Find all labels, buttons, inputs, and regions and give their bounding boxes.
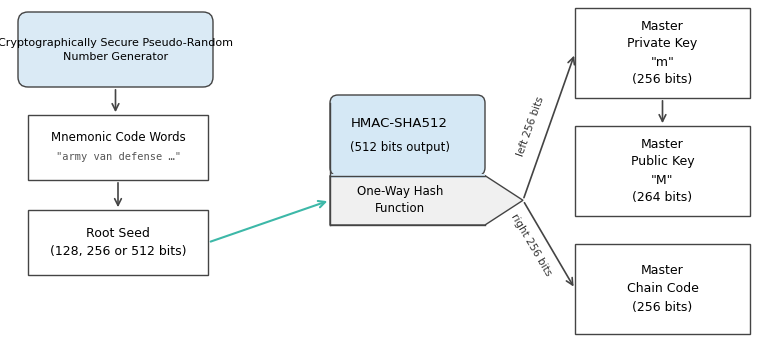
FancyBboxPatch shape [330, 95, 485, 175]
Bar [575, 244, 750, 334]
Text: Master
Chain Code
(256 bits): Master Chain Code (256 bits) [627, 265, 698, 313]
Text: Root Seed
(128, 256 or 512 bits): Root Seed (128, 256 or 512 bits) [50, 227, 187, 258]
FancyBboxPatch shape [18, 12, 213, 87]
Text: Cryptographically Secure Pseudo-Random
Number Generator: Cryptographically Secure Pseudo-Random N… [0, 37, 233, 62]
Text: left 256 bits: left 256 bits [515, 96, 546, 158]
Bar [28, 210, 208, 275]
Bar [575, 8, 750, 98]
Text: right 256 bits: right 256 bits [509, 212, 553, 277]
Text: Mnemonic Code Words: Mnemonic Code Words [50, 131, 186, 144]
Polygon shape [330, 175, 523, 225]
Text: Master
Private Key
"m"
(256 bits): Master Private Key "m" (256 bits) [628, 19, 697, 86]
Text: "army van defense …": "army van defense …" [56, 153, 180, 163]
Bar [575, 126, 750, 216]
Text: One-Way Hash
Function: One-Way Hash Function [357, 185, 443, 215]
Bar [28, 115, 208, 180]
Text: Master
Public Key
"M"
(264 bits): Master Public Key "M" (264 bits) [631, 137, 694, 204]
Text: (512 bits output): (512 bits output) [350, 141, 450, 154]
Bar [330, 174, 485, 177]
Text: HMAC-SHA512: HMAC-SHA512 [351, 117, 448, 130]
